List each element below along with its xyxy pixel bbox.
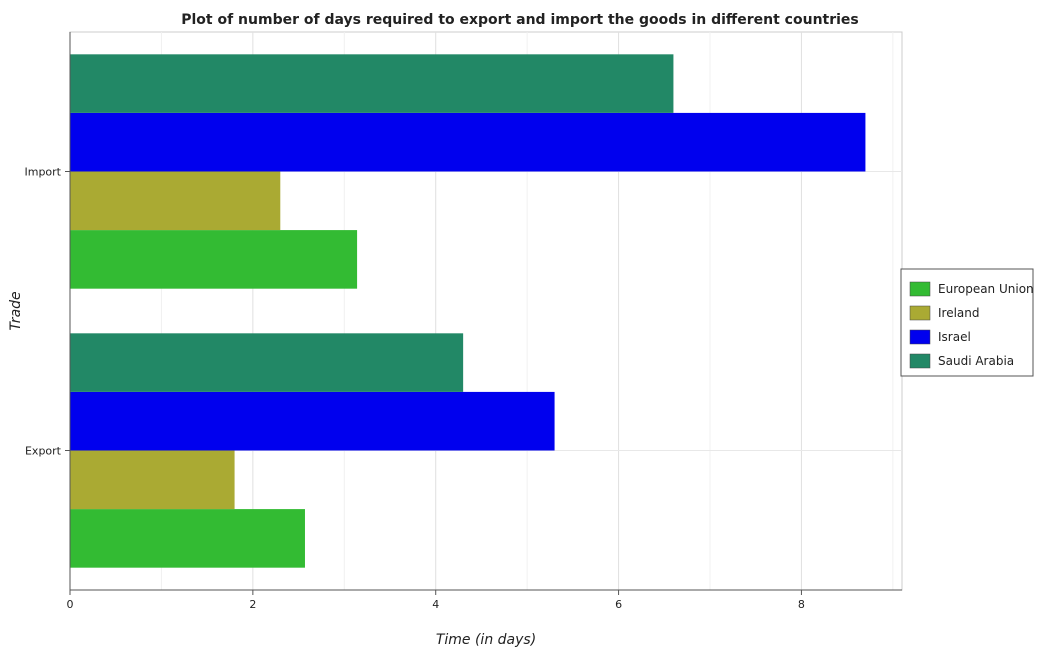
bar-ireland-import (70, 171, 281, 231)
bar-saudi-arabia-import (70, 54, 674, 113)
legend-swatch (909, 281, 931, 297)
legend-label: European Union (938, 282, 1034, 296)
y-tick-label: Import (24, 166, 61, 179)
legend-swatch (909, 353, 931, 369)
bar-israel-import (70, 112, 866, 172)
x-tick-label: 4 (432, 598, 439, 611)
x-axis-label: Time (in days) (436, 632, 536, 648)
axis-labels: Export Import 0 2 4 6 8 (24, 32, 902, 611)
bar-group (70, 54, 866, 568)
legend-swatch (909, 305, 931, 321)
bar-european-union-import (70, 230, 358, 289)
x-tick-label: 0 (67, 598, 74, 611)
legend-swatch (909, 329, 931, 345)
y-axis-label: Trade (8, 291, 24, 330)
bar-ireland-export (70, 450, 235, 510)
bar-israel-export (70, 391, 555, 451)
bar-european-union-export (70, 509, 305, 568)
legend-label: Israel (938, 330, 971, 344)
legend-label: Saudi Arabia (938, 354, 1014, 368)
y-tick-label: Export (25, 445, 62, 458)
legend: European Union Ireland Israel Saudi Arabia (900, 268, 1034, 377)
x-tick-label: 2 (249, 598, 256, 611)
x-tick-label: 8 (798, 598, 805, 611)
chart-title: Plot of number of days required to expor… (181, 12, 859, 28)
legend-label: Ireland (938, 306, 980, 320)
x-tick-label: 6 (615, 598, 622, 611)
bar-saudi-arabia-export (70, 333, 464, 392)
